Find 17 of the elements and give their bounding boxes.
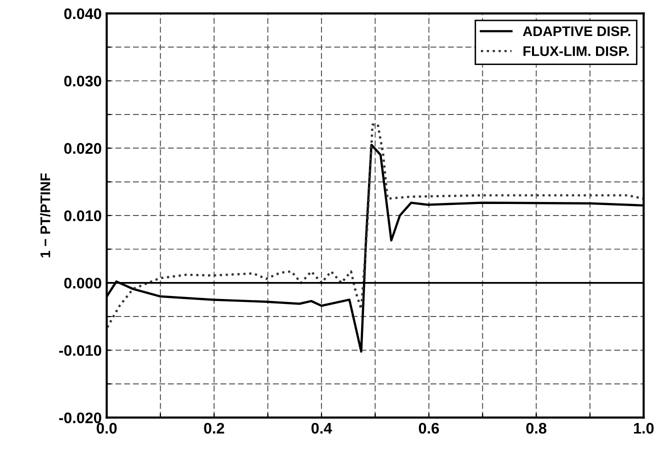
y-tick-label: 0.040 bbox=[64, 8, 102, 20]
legend-label: FLUX-LIM. DISP. bbox=[524, 46, 629, 56]
y-tick-label: 0.020 bbox=[64, 143, 102, 154]
x-tick-label: 0.6 bbox=[418, 422, 439, 434]
y-tick-label: 0.010 bbox=[64, 210, 102, 222]
x-tick-label: 0.8 bbox=[526, 422, 546, 434]
y-tick-label: -0.020 bbox=[59, 412, 102, 424]
x-tick-label: 1.0 bbox=[634, 422, 654, 434]
legend-label: ADAPTIVE DISP. bbox=[522, 26, 630, 36]
x-tick-label: 0.0 bbox=[96, 422, 117, 434]
y-tick-label: 0.000 bbox=[64, 278, 102, 289]
y-axis-title: 1 − PT/PTINF bbox=[40, 173, 50, 258]
x-tick-label: 0.2 bbox=[204, 422, 224, 434]
y-tick-label: 0.030 bbox=[64, 76, 102, 87]
x-tick-label: 0.4 bbox=[311, 422, 332, 434]
y-tick-label: -0.010 bbox=[59, 345, 102, 356]
line-series bbox=[106, 123, 644, 328]
